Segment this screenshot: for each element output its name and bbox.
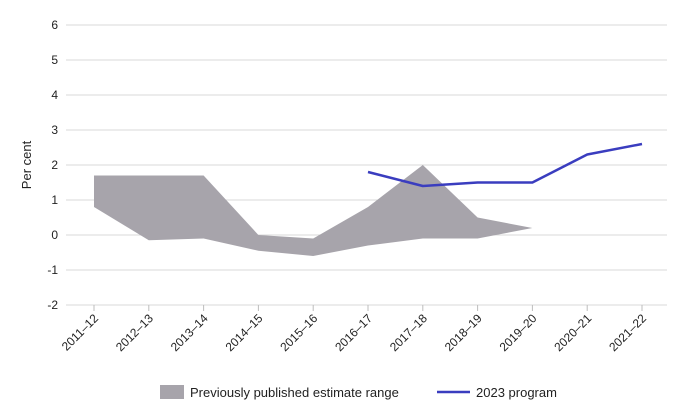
legend-label-estimate-range: Previously published estimate range xyxy=(190,385,399,400)
x-tick-label: 2015–16 xyxy=(277,311,320,354)
x-tick-label: 2012–13 xyxy=(113,311,156,354)
x-tick-label: 2011–12 xyxy=(59,311,102,354)
y-tick-label: -2 xyxy=(47,298,58,312)
y-tick-label: -1 xyxy=(47,263,58,277)
x-tick-label: 2013–14 xyxy=(168,311,211,354)
y-tick-label: 1 xyxy=(51,193,58,207)
x-tick-label: 2014–15 xyxy=(223,311,266,354)
legend-swatch-estimate-range xyxy=(160,385,184,399)
x-tick-label: 2020–21 xyxy=(551,311,594,354)
estimate-range-area-layer xyxy=(94,165,533,256)
x-tick-labels: 2011–12 2012–13 2013–14 2014–15 2015–16 2016–… xyxy=(59,311,650,354)
x-tick-label: 2016–17 xyxy=(332,311,375,354)
y-tick-label: 2 xyxy=(51,158,58,172)
y-tick-label: 0 xyxy=(51,228,58,242)
x-tick-label: 2018–19 xyxy=(442,311,485,354)
y-tick-label: 5 xyxy=(51,53,58,67)
x-tick-label: 2021–22 xyxy=(606,311,649,354)
estimate-range-area xyxy=(94,165,533,256)
legend-label-2023-program: 2023 program xyxy=(476,385,557,400)
y-axis-title: Per cent xyxy=(19,140,34,189)
gridlines xyxy=(66,24,667,311)
series-line-2023-program xyxy=(367,142,643,188)
x-tick-label: 2019–20 xyxy=(497,311,540,354)
series-line-layer xyxy=(367,142,643,188)
y-tick-label: 3 xyxy=(51,123,58,137)
y-tick-labels: -2 -1 0 1 2 3 4 5 6 xyxy=(47,18,58,312)
y-tick-label: 4 xyxy=(51,88,58,102)
x-tick-label: 2017–18 xyxy=(387,311,430,354)
legend: Previously published estimate range 2023… xyxy=(160,385,557,400)
y-tick-label: 6 xyxy=(51,18,58,32)
